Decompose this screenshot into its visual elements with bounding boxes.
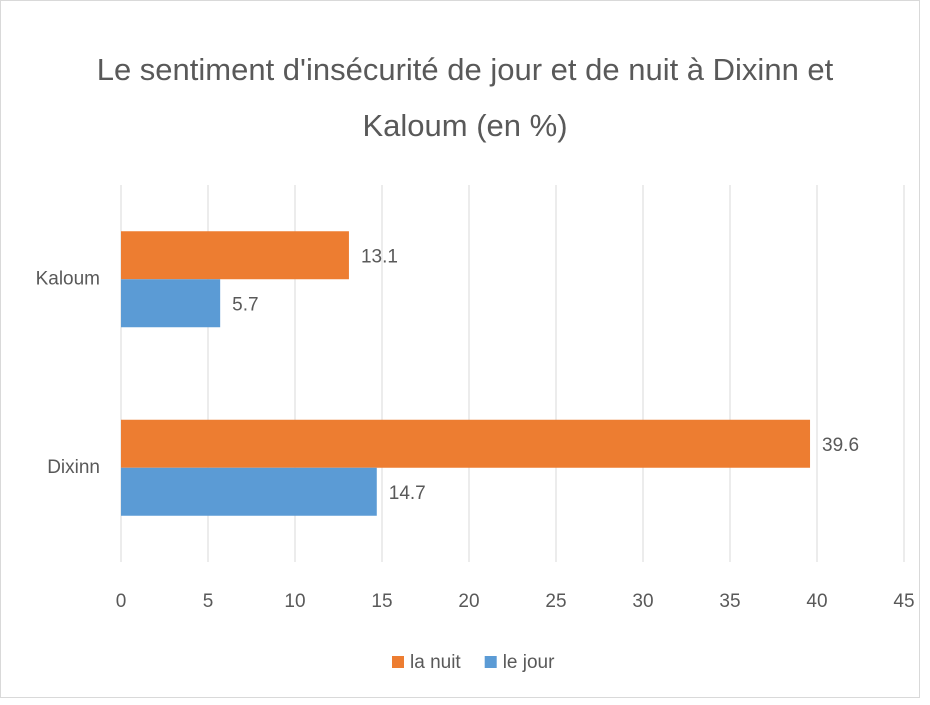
x-tick-label: 30	[632, 591, 653, 612]
data-label: 14.7	[389, 483, 426, 504]
data-label: 5.7	[232, 294, 258, 315]
bar	[121, 419, 811, 468]
data-label: 39.6	[822, 435, 859, 456]
bar	[121, 279, 221, 328]
x-tick-label: 40	[806, 591, 827, 612]
chart-frame	[0, 0, 920, 698]
x-tick-label: 20	[458, 591, 479, 612]
x-tick-label: 45	[893, 591, 914, 612]
data-label: 13.1	[361, 246, 398, 267]
y-tick-label: Kaloum	[36, 268, 100, 289]
legend-label: le jour	[503, 652, 555, 673]
x-tick-label: 5	[203, 591, 214, 612]
x-tick-label: 10	[284, 591, 305, 612]
x-tick-label: 25	[545, 591, 566, 612]
legend-swatch	[392, 656, 404, 668]
legend-label: la nuit	[410, 652, 461, 673]
x-tick-label: 35	[719, 591, 740, 612]
x-tick-label: 0	[116, 591, 127, 612]
bar	[121, 231, 349, 280]
x-tick-label: 15	[371, 591, 392, 612]
bar	[121, 467, 377, 516]
legend-swatch	[484, 656, 497, 668]
y-tick-label: Dixinn	[47, 457, 100, 478]
chart-title: Le sentiment d'insécurité de jour et de …	[96, 52, 834, 143]
